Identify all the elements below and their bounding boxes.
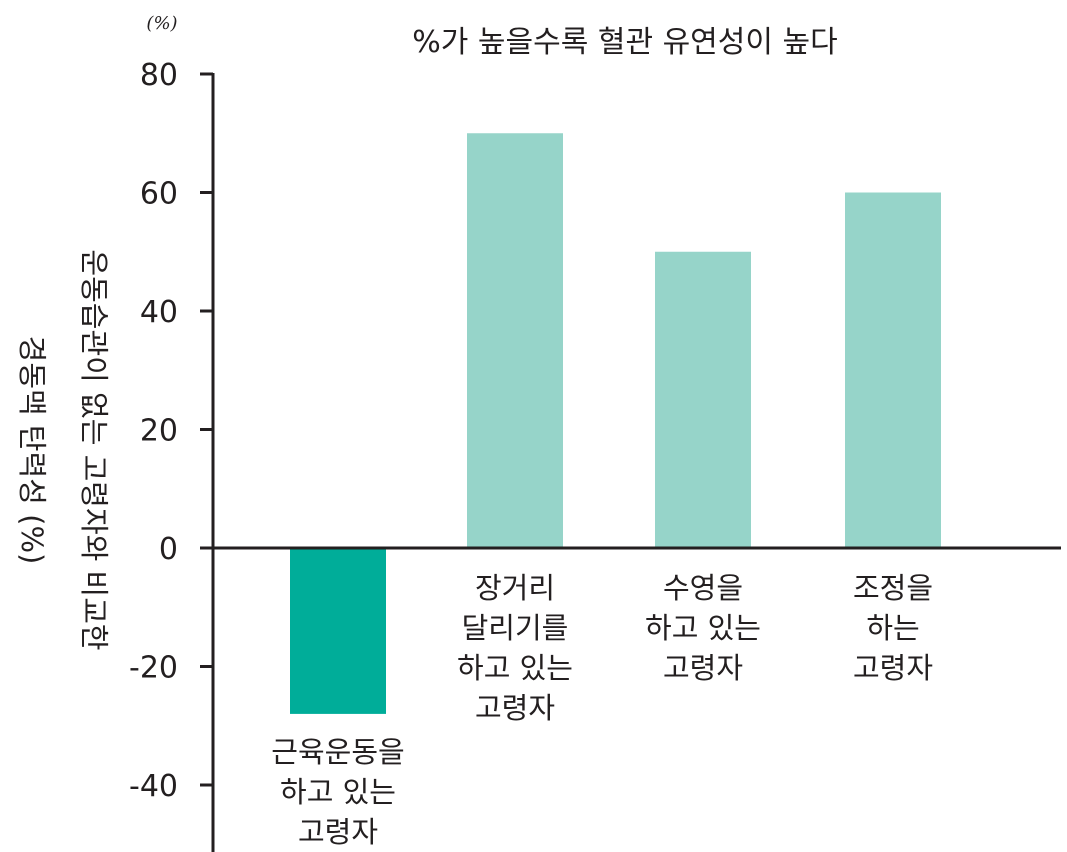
y-axis-label-line2: 경동맥 탄력성 (%): [15, 336, 49, 565]
category-label: 하고 있는: [280, 775, 396, 809]
category-label: 고령자: [663, 651, 743, 685]
y-tick-label: -20: [129, 651, 178, 686]
bar-2: [467, 133, 563, 548]
category-label: 고령자: [475, 691, 555, 725]
chart-title: %가 높을수록 혈관 유연성이 높다: [412, 25, 837, 60]
y-axis-label-line1: 운동습관이 없는 고령자와 비교한: [77, 249, 111, 650]
y-tick-label: -40: [129, 769, 178, 804]
category-label: 장거리: [475, 571, 555, 605]
bar-4: [845, 192, 941, 548]
category-label: 수영을: [663, 571, 743, 605]
y-tick-label: 40: [140, 295, 178, 330]
y-tick-label: 60: [140, 177, 178, 212]
bar-1: [290, 548, 386, 714]
category-label: 달리기를: [462, 611, 569, 645]
bar-3: [655, 251, 751, 548]
category-label: 하는: [866, 611, 919, 645]
category-label: 하고 있는: [645, 611, 761, 645]
category-label: 조정을: [853, 571, 933, 605]
category-label: 근육운동을: [271, 735, 404, 769]
category-label: 하고 있는: [457, 651, 573, 685]
y-tick-label: 80: [140, 58, 178, 93]
category-label: 고령자: [853, 651, 933, 685]
y-tick-label: 0: [159, 532, 178, 567]
unit-label: (%): [146, 13, 177, 34]
y-tick-label: 20: [140, 414, 178, 449]
category-label: 고령자: [298, 815, 378, 849]
